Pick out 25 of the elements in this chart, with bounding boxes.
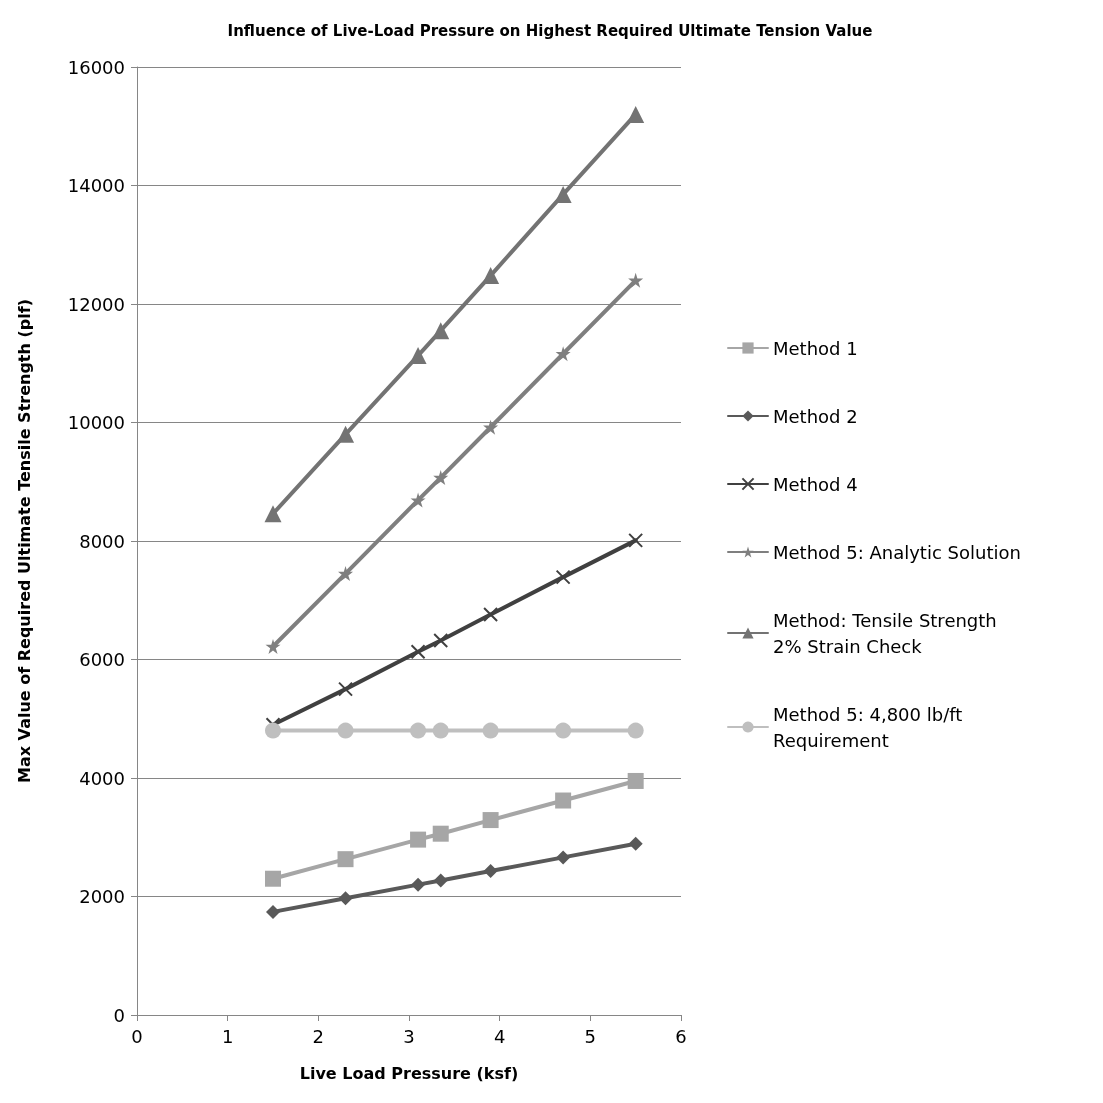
y-tick-label: 8000 — [79, 530, 125, 552]
x-tick-label: 5 — [584, 1025, 597, 1047]
x-tick-label: 1 — [221, 1025, 234, 1047]
legend-label: Method 5: Analytic Solution — [773, 541, 1021, 563]
legend-label: Method 4 — [773, 473, 858, 495]
legend-label: Method 2 — [773, 405, 858, 427]
y-tick-label: 12000 — [67, 293, 125, 315]
y-tick-label: 2000 — [79, 886, 125, 907]
x-tick-label: 6 — [675, 1025, 687, 1047]
x-tick-label: 0 — [131, 1025, 143, 1047]
legend-label: Method 5: 4,800 lb/ft Requirement — [773, 703, 969, 751]
y-axis-title: Max Value of Required Ultimate Tensile Strength (plf) — [14, 299, 34, 783]
x-tick-label: 2 — [312, 1025, 325, 1047]
legend-label: Method 1 — [773, 337, 858, 359]
x-tick-label: 3 — [403, 1025, 415, 1047]
y-tick-label: 16000 — [67, 56, 125, 78]
x-axis-title: Live Load Pressure (ksf) — [299, 1063, 519, 1083]
x-tick-label: 4 — [493, 1025, 506, 1047]
y-tick-label: 4000 — [79, 767, 125, 789]
y-tick-label: 14000 — [67, 175, 125, 196]
y-tick-label: 6000 — [79, 649, 125, 670]
chart-title: Influence of Live-Load Pressure on Highest Required Ultimate Tension Value — [227, 21, 873, 40]
y-tick-label: 0 — [113, 1004, 125, 1026]
legend-label: Method: Tensile Strength 2% Strain Check — [773, 609, 1003, 657]
y-tick-label: 10000 — [67, 412, 125, 433]
